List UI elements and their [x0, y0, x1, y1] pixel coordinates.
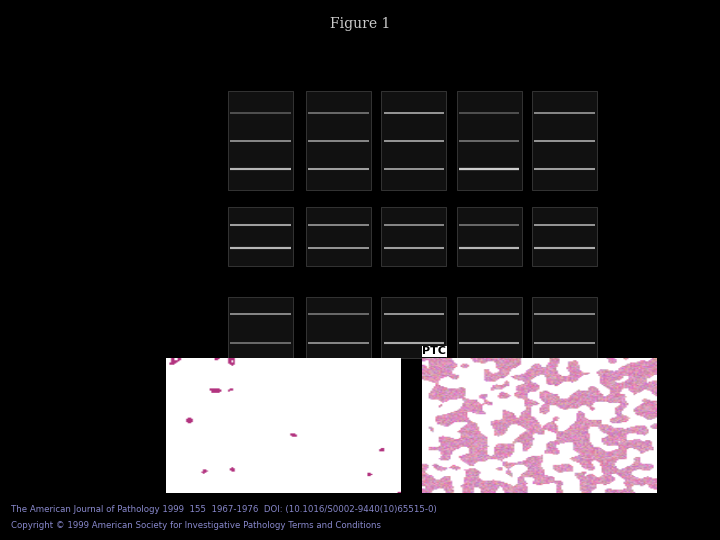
Text: 460: 460 — [603, 104, 616, 109]
Bar — [456, 207, 521, 266]
Text: PTC: PTC — [327, 46, 350, 56]
Text: FTC: FTC — [402, 46, 425, 56]
Text: 218: 218 — [287, 69, 293, 82]
Text: 214: 214 — [257, 69, 264, 82]
Text: Figure 1: Figure 1 — [330, 17, 390, 31]
Text: 279: 279 — [562, 69, 567, 82]
Text: VEGF: VEGF — [171, 136, 199, 146]
Bar — [382, 296, 446, 358]
Text: 250: 250 — [441, 69, 446, 82]
Text: 277: 277 — [516, 69, 522, 82]
Bar — [228, 91, 293, 190]
Text: PTC: PTC — [422, 346, 446, 356]
Text: bp: bp — [606, 69, 616, 77]
Bar — [228, 296, 293, 358]
Text: N: N — [149, 346, 159, 359]
Text: B: B — [149, 325, 163, 344]
Text: – Aldo: – Aldo — [603, 254, 623, 260]
Text: UTC: UTC — [477, 46, 501, 56]
Bar — [532, 91, 597, 190]
Text: Ade: Ade — [249, 46, 271, 56]
Text: 410: 410 — [603, 118, 616, 124]
Bar — [382, 91, 446, 190]
Text: – Aldo: – Aldo — [603, 348, 623, 353]
Text: Flt-1: Flt-1 — [176, 232, 199, 241]
Text: 325: 325 — [486, 69, 492, 82]
Text: – Aldo: – Aldo — [603, 178, 623, 183]
Bar — [382, 207, 446, 266]
Text: The American Journal of Pathology 1999  155 1967-1976 DOI: (10.1016/S0002-9440(1: The American Journal of Pathology 1999 1… — [11, 505, 436, 514]
Text: 370: 370 — [603, 133, 616, 138]
Text: 265: 265 — [591, 69, 597, 82]
Text: Copyright © 1999 American Society for Investigative Pathology Terms and Conditio: Copyright © 1999 American Society for In… — [11, 521, 381, 530]
Text: N: N — [532, 69, 538, 75]
Bar — [532, 296, 597, 358]
Bar — [532, 207, 597, 266]
Bar — [228, 207, 293, 266]
Text: N: N — [457, 69, 462, 75]
Text: 239: 239 — [411, 69, 417, 82]
Bar — [306, 91, 371, 190]
Bar — [456, 91, 521, 190]
Bar — [306, 296, 371, 358]
Text: 298: 298 — [365, 69, 371, 82]
Text: – 252: – 252 — [603, 225, 621, 230]
Text: KDR: KDR — [177, 322, 199, 333]
Text: 270: 270 — [603, 153, 616, 158]
Text: – 614: – 614 — [603, 312, 621, 316]
Text: 297: 297 — [336, 69, 341, 82]
Bar — [306, 207, 371, 266]
Text: N: N — [382, 69, 387, 75]
Text: N: N — [306, 69, 312, 75]
Text: A: A — [149, 42, 164, 60]
Bar — [456, 296, 521, 358]
Text: N: N — [228, 69, 233, 75]
Text: MTC: MTC — [552, 46, 577, 56]
